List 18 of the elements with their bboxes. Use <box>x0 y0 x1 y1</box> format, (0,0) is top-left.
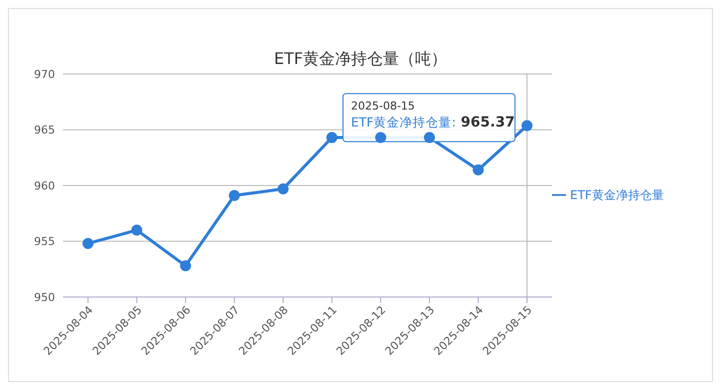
y-tick-label: 955 <box>34 235 55 248</box>
point <box>326 132 338 144</box>
point <box>180 260 192 272</box>
legend-label: ETF黄金净持仓量 <box>570 188 664 202</box>
point <box>228 190 240 202</box>
point <box>82 238 94 249</box>
y-tick-label: 960 <box>34 179 55 192</box>
point <box>424 132 435 144</box>
point <box>522 120 532 132</box>
y-tick-label: 965 <box>34 124 55 137</box>
chart-title: ETF黄金净持仓量（吨） <box>274 49 448 68</box>
annotation: 2025-08-15 ETF黄金净持仓量: 965.37 <box>351 100 515 131</box>
y-tick-label: 950 <box>34 290 55 304</box>
point <box>278 183 289 194</box>
point <box>375 132 386 144</box>
point <box>472 164 484 176</box>
point <box>131 224 142 236</box>
y-tick-label: 970 <box>34 68 55 81</box>
